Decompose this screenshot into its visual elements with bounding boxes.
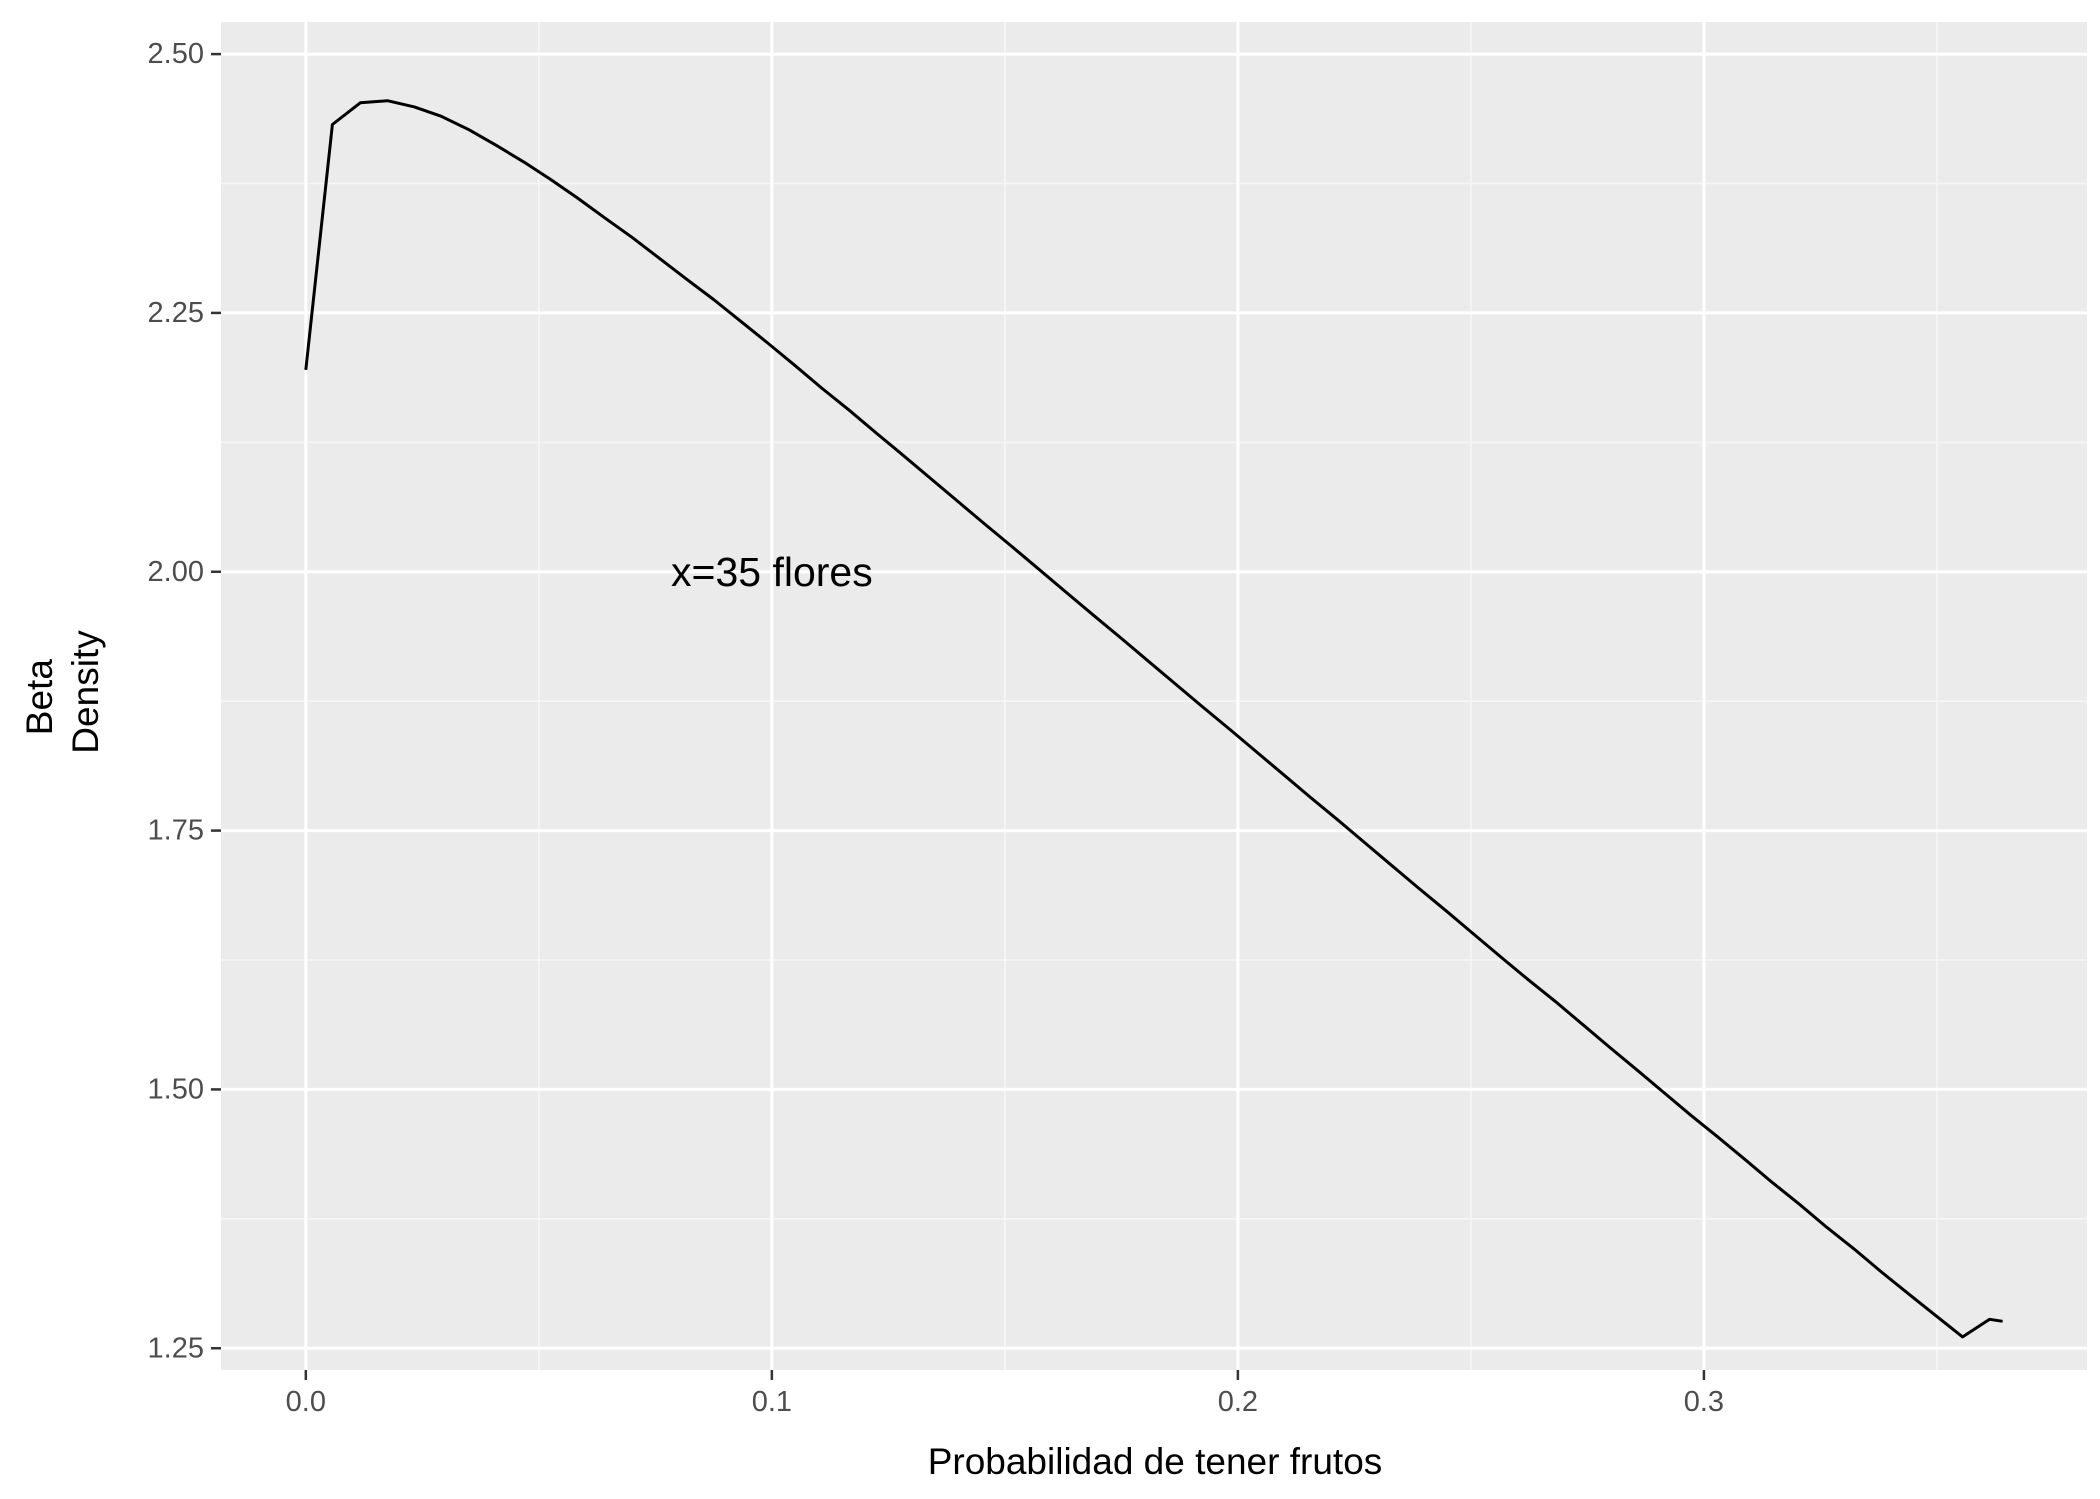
x-tick-label: 0.2 xyxy=(1218,1386,1258,1418)
density-line xyxy=(304,99,2003,1339)
y-axis-title-line-1: Beta xyxy=(19,659,60,736)
y-tick-label: 2.50 xyxy=(148,38,204,70)
x-tick-label: 0.3 xyxy=(1684,1386,1724,1418)
y-tick-label: 2.00 xyxy=(148,556,204,588)
x-axis: 0.0 0.1 0.2 0.3 xyxy=(286,1370,1724,1418)
y-axis-title-line-2: Density xyxy=(65,630,106,754)
y-tick-label: 2.25 xyxy=(148,297,204,329)
series-layer xyxy=(304,99,2003,1339)
major-grid xyxy=(221,22,2087,1370)
x-tick-label: 0.0 xyxy=(286,1386,326,1418)
y-tick-label: 1.50 xyxy=(148,1073,204,1105)
annotation-layer: x=35 flores xyxy=(671,549,873,595)
y-axis-title: Beta Density xyxy=(19,630,106,754)
x-tick-label: 0.1 xyxy=(752,1386,792,1418)
y-tick-label: 1.75 xyxy=(148,815,204,847)
minor-grid xyxy=(221,22,2087,1370)
plot-panel xyxy=(221,22,2087,1370)
annotation-label: x=35 flores xyxy=(671,549,873,595)
y-axis: 1.25 1.50 1.75 2.00 2.25 2.50 xyxy=(148,38,221,1364)
x-axis-title: Probabilidad de tener frutos xyxy=(928,1441,1383,1482)
y-tick-label: 1.25 xyxy=(148,1332,204,1364)
